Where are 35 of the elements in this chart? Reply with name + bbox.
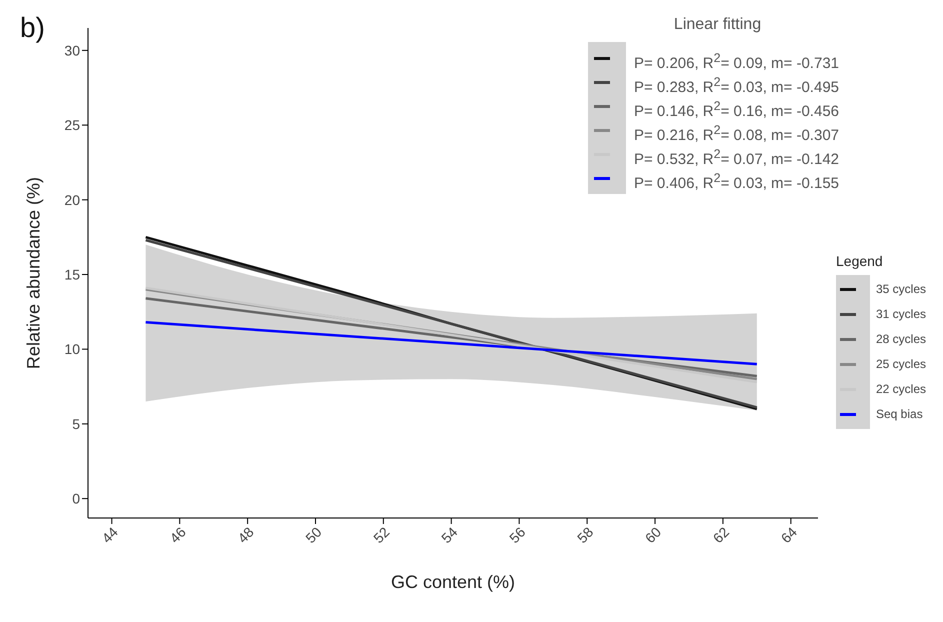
legend-label: 28 cycles (876, 331, 926, 348)
legend-label: 35 cycles (876, 281, 926, 298)
x-tick-label: 58 (574, 524, 596, 546)
annotation: P= 0.146, R$^{2}$= 0.16, m= -0.456 (634, 99, 840, 120)
legend-label: 22 cycles (876, 381, 926, 398)
y-tick-label: 0 (72, 490, 80, 507)
x-tick-label: 50 (302, 524, 325, 546)
annotation: Linear fitting (674, 16, 762, 33)
x-axis-title: GC content (%) (390, 572, 516, 592)
x-tick-label: 44 (98, 524, 122, 546)
y-tick-label: 20 (64, 192, 80, 208)
y-tick-label: 15 (64, 266, 80, 282)
y-tick-label: 30 (64, 42, 80, 58)
x-tick-label: 62 (710, 524, 732, 546)
x-tick-label: 48 (234, 524, 257, 546)
annotation: P= 0.406, R$^{2}$= 0.03, m= -0.155 (634, 171, 840, 192)
legend-label: 25 cycles (876, 356, 926, 373)
y-tick-label: 25 (64, 117, 80, 134)
chart-title: b) (20, 12, 45, 44)
legend-label: 31 cycles (876, 306, 926, 323)
x-tick-label: 56 (506, 524, 529, 546)
x-tick-label: 64 (778, 524, 800, 546)
legend-label: Seq bias (876, 406, 924, 423)
legend-title: Legend (836, 253, 884, 269)
y-tick-label: 10 (64, 341, 80, 358)
annotation: P= 0.532, R$^{2}$= 0.07, m= -0.142 (634, 147, 840, 168)
x-tick-label: 60 (642, 524, 664, 546)
x-tick-label: 46 (166, 524, 189, 546)
annotation: P= 0.216, R$^{2}$= 0.08, m= -0.307 (634, 123, 840, 144)
annotation: P= 0.206, R$^{2}$= 0.09, m= -0.731 (634, 51, 840, 72)
x-tick-label: 54 (438, 524, 461, 546)
x-tick-label: 52 (370, 524, 393, 546)
y-axis-title: Relative abundance (%) (23, 176, 44, 370)
annotation: P= 0.283, R$^{2}$= 0.03, m= -0.495 (634, 75, 840, 96)
y-tick-label: 5 (72, 416, 80, 432)
